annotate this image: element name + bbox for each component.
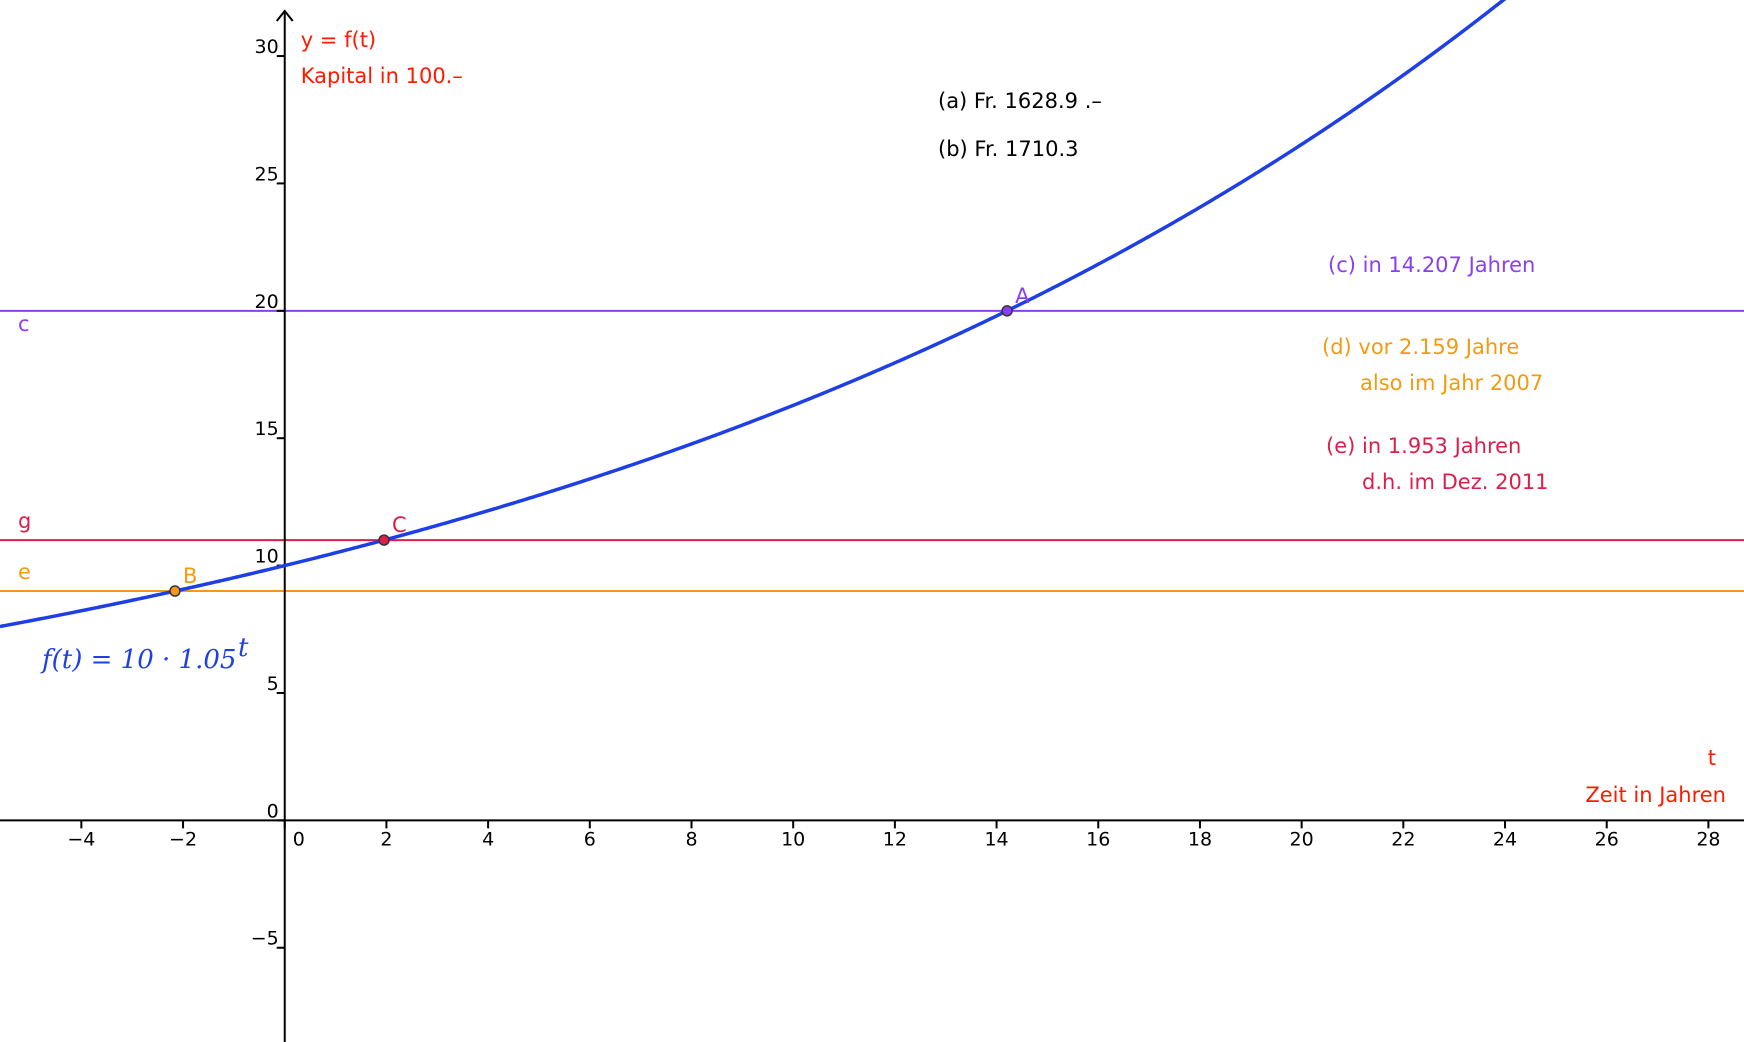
y-tick-label: 15 <box>255 418 279 440</box>
y-axis-arrow <box>275 9 294 22</box>
annotation-d-line-2: also im Jahr 2007 <box>1360 371 1543 395</box>
y-tick-label: 25 <box>255 163 279 185</box>
point-label-C: C <box>392 513 407 537</box>
point-label-B: B <box>183 564 197 588</box>
x-tick-label: −4 <box>67 828 95 850</box>
y-tick-label: 10 <box>255 546 279 568</box>
annotation-b-line-1: (b) Fr. 1710.3 <box>938 137 1078 161</box>
x-tick-label: 28 <box>1696 828 1720 850</box>
x-tick-label: 26 <box>1595 828 1619 850</box>
x-tick-label: 24 <box>1493 828 1517 850</box>
y-axis-label-2: Kapital in 100.– <box>301 64 463 88</box>
x-tick-label: 0 <box>293 828 305 850</box>
x-tick-label: 4 <box>482 828 494 850</box>
x-axis-label-1: t <box>1708 746 1716 770</box>
x-tick-label: 22 <box>1391 828 1415 850</box>
y-axis-label-1: y = f(t) <box>301 28 376 52</box>
annotation-c-line-1: (c) in 14.207 Jahren <box>1328 253 1535 277</box>
x-tick-label: 16 <box>1086 828 1110 850</box>
y-tick-label: 5 <box>267 673 279 695</box>
point-B <box>169 585 181 597</box>
annotation-d-line-1: (d) vor 2.159 Jahre <box>1322 335 1519 359</box>
annotation-e-line-1: (e) in 1.953 Jahren <box>1326 434 1521 458</box>
annotation-a-line-1: (a) Fr. 1628.9 .– <box>938 89 1102 113</box>
x-tick-label: 6 <box>584 828 596 850</box>
x-tick-label: 14 <box>984 828 1008 850</box>
function-label: f(t) = 10 · 1.05 <box>40 645 236 675</box>
x-tick-label: 20 <box>1290 828 1314 850</box>
x-axis-label-2: Zeit in Jahren <box>1585 783 1726 807</box>
x-tick-label: 2 <box>380 828 392 850</box>
function-label-exponent: t <box>238 633 249 663</box>
point-A <box>1001 305 1013 317</box>
x-tick-label: 10 <box>781 828 805 850</box>
line-label-e: e <box>18 560 31 584</box>
annotation-e-line-2: d.h. im Dez. 2011 <box>1362 470 1549 494</box>
y-tick-label: 30 <box>255 36 279 58</box>
x-tick-label: 12 <box>883 828 907 850</box>
point-C <box>378 534 390 546</box>
point-label-A: A <box>1015 284 1030 308</box>
x-tick-label: −2 <box>169 828 197 850</box>
line-label-g: g <box>18 509 31 533</box>
line-label-c: c <box>18 312 30 336</box>
y-tick-label: 20 <box>255 291 279 313</box>
function-curve <box>0 0 1507 629</box>
x-tick-label: 18 <box>1188 828 1212 850</box>
y-tick-label: 0 <box>267 800 279 822</box>
x-tick-label: 8 <box>685 828 697 850</box>
y-tick-label: −5 <box>251 928 279 950</box>
